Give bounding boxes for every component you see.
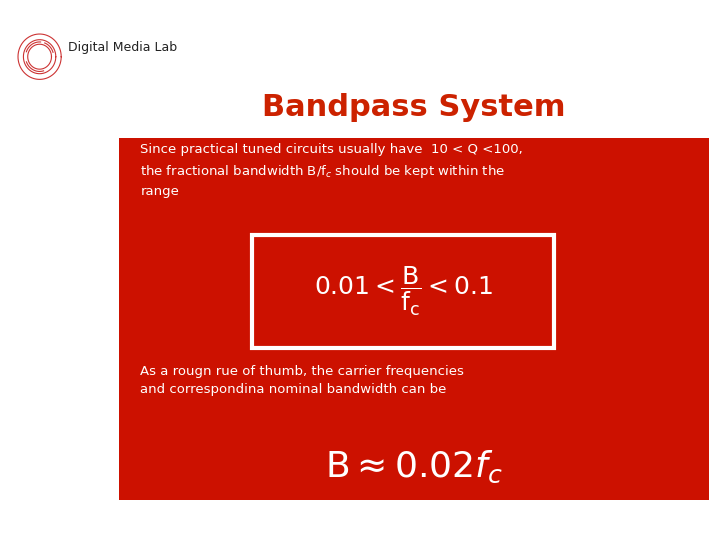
Text: Since practical tuned circuits usually have  10 < Q <100,
the fractional bandwid: Since practical tuned circuits usually h… [140,143,523,198]
Text: As a rougn rue of thumb, the carrier frequencies
and correspondina nominal bandw: As a rougn rue of thumb, the carrier fre… [140,364,464,396]
Text: Bandpass System: Bandpass System [262,93,566,123]
Text: $\mathrm{B} \approx 0.02f_c$: $\mathrm{B} \approx 0.02f_c$ [325,449,503,485]
FancyBboxPatch shape [119,138,709,500]
Text: Digital Media Lab: Digital Media Lab [68,41,178,54]
FancyBboxPatch shape [252,235,554,348]
Text: $0.01 < \dfrac{\mathrm{B}}{\mathrm{f_c}} < 0.1$: $0.01 < \dfrac{\mathrm{B}}{\mathrm{f_c}}… [314,265,492,318]
